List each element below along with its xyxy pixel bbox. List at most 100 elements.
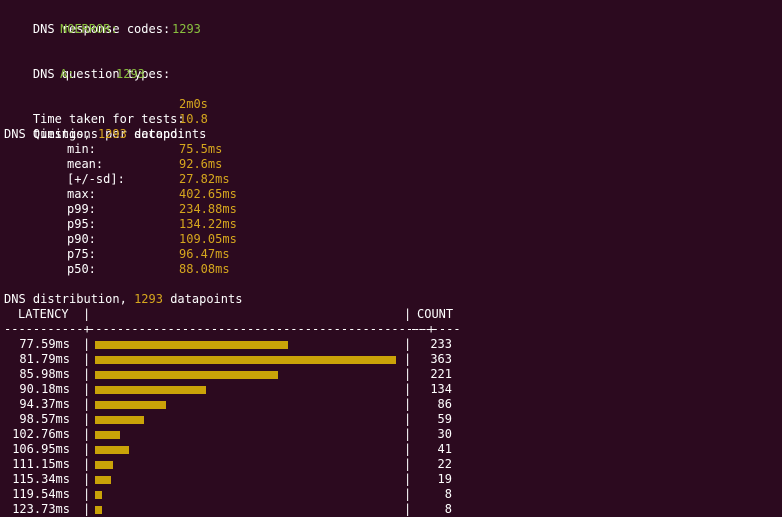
distribution-prefix: DNS distribution, [4, 292, 127, 306]
blank-line [4, 277, 780, 292]
count-column-header: COUNT [417, 307, 454, 321]
dns-distribution-header: DNS distribution, 1293 datapoints [4, 292, 780, 307]
timing-row: p95: 134.22ms [4, 217, 780, 232]
distribution-separator: -----------+ ---------------------------… [4, 322, 780, 337]
distribution-row: 98.57ms | | 59 [4, 412, 780, 427]
qps-row: Questions per second: 10.8 [4, 112, 780, 141]
timing-row: p75: 96.47ms [4, 247, 780, 262]
histogram-bar [95, 431, 120, 439]
distribution-row: 85.98ms | | 221 [4, 367, 780, 382]
qps-label: Questions per second: [32, 127, 185, 141]
count-value: 86 [437, 397, 452, 411]
question-type-row: A: 1293 [4, 67, 780, 82]
timing-value: 75.5ms [179, 142, 223, 156]
histogram-bar [95, 461, 113, 469]
distribution-row: 77.59ms | | 233 [4, 337, 780, 352]
response-code-name: NOERROR: [60, 22, 118, 36]
time-taken-value: 2m0s [179, 97, 208, 111]
latency-bucket-label: 119.54ms [12, 487, 70, 501]
time-taken-label: Time taken for tests: [32, 112, 185, 126]
column-divider: | [83, 457, 91, 471]
histogram-bar [95, 401, 166, 409]
distribution-row: 102.76ms | | 30 [4, 427, 780, 442]
timing-value: 92.6ms [179, 157, 223, 171]
terminal-output: DNS response codes: NOERROR: 1293 DNS qu… [4, 7, 780, 517]
distribution-row: 106.95ms | | 41 [4, 442, 780, 457]
distribution-row: 81.79ms | | 363 [4, 352, 780, 367]
column-divider: | [404, 487, 412, 501]
latency-bucket-label: 102.76ms [12, 427, 70, 441]
timing-row: [+/-sd]: 27.82ms [4, 172, 780, 187]
column-divider: | [404, 442, 412, 456]
latency-bucket-label: 94.37ms [19, 397, 70, 411]
latency-bucket-label: 98.57ms [19, 412, 70, 426]
distribution-column-header: LATENCY | | COUNT [4, 307, 780, 322]
distribution-datapoints: 1293 [134, 292, 163, 306]
column-divider: | [404, 307, 412, 321]
column-divider: | [404, 472, 412, 486]
histogram-bar [95, 506, 102, 514]
distribution-chart: 77.59ms | | 233 81.79ms | | 363 85.98ms | | 221 90.1… [4, 337, 780, 517]
timing-label: p50: [67, 262, 96, 276]
latency-bucket-label: 90.18ms [19, 382, 70, 396]
question-type-name: A: [60, 67, 75, 81]
column-divider: | [83, 442, 91, 456]
timing-value: 96.47ms [179, 247, 230, 261]
column-divider: | [404, 367, 412, 381]
timing-value: 402.65ms [179, 187, 237, 201]
count-value: 134 [430, 382, 452, 396]
column-divider: | [83, 397, 91, 411]
column-divider: | [404, 427, 412, 441]
question-type-count: 1293 [116, 67, 145, 81]
latency-bucket-label: 81.79ms [19, 352, 70, 366]
separator-middle: ----------------------------------------… [88, 322, 435, 336]
column-divider: | [404, 352, 412, 366]
histogram-bar [95, 356, 396, 364]
distribution-row: 90.18ms | | 134 [4, 382, 780, 397]
timings-datapoints: 1293 [97, 127, 127, 141]
separator-right: ------- [410, 322, 461, 336]
distribution-row: 94.37ms | | 86 [4, 397, 780, 412]
response-code-row: NOERROR: 1293 [4, 22, 780, 37]
histogram-bar [95, 491, 102, 499]
timing-label: [+/-sd]: [67, 172, 125, 186]
response-code-count: 1293 [172, 22, 201, 36]
timing-value: 109.05ms [179, 232, 237, 246]
latency-bucket-label: 106.95ms [12, 442, 70, 456]
timing-row: p90: 109.05ms [4, 232, 780, 247]
distribution-row: 111.15ms | | 22 [4, 457, 780, 472]
distribution-row: 123.73ms | | 8 [4, 502, 780, 517]
count-value: 8 [444, 502, 452, 516]
timing-label: min: [67, 142, 96, 156]
count-value: 19 [437, 472, 452, 486]
count-value: 233 [430, 337, 452, 351]
column-divider: | [404, 337, 412, 351]
timing-row: p99: 234.88ms [4, 202, 780, 217]
timing-label: p75: [67, 247, 96, 261]
column-divider: | [404, 457, 412, 471]
column-divider: | [83, 412, 91, 426]
column-divider: | [83, 307, 91, 321]
latency-column-header: LATENCY [18, 307, 69, 321]
timing-row: p50: 88.08ms [4, 262, 780, 277]
column-divider: | [83, 382, 91, 396]
timing-row: min: 75.5ms [4, 142, 780, 157]
question-types-header: DNS question types: [4, 52, 780, 81]
count-value: 221 [430, 367, 452, 381]
timing-row: mean: 92.6ms [4, 157, 780, 172]
timings-prefix: DNS timings, [4, 127, 91, 141]
timing-label: mean: [67, 157, 104, 171]
column-divider: | [83, 502, 91, 516]
distribution-row: 119.54ms | | 8 [4, 487, 780, 502]
response-codes-header: DNS response codes: [4, 7, 780, 36]
histogram-bar [95, 341, 288, 349]
histogram-bar [95, 416, 144, 424]
timing-row: max: 402.65ms [4, 187, 780, 202]
timing-value: 134.22ms [179, 217, 237, 231]
column-divider: | [83, 337, 91, 351]
histogram-bar [95, 386, 206, 394]
column-divider: | [404, 412, 412, 426]
column-divider: | [404, 397, 412, 411]
count-value: 8 [444, 487, 452, 501]
histogram-bar [95, 371, 278, 379]
